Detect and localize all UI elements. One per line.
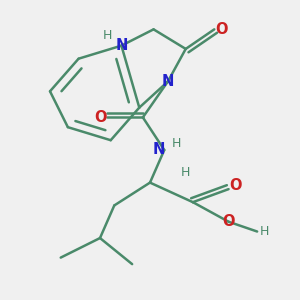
- Text: N: N: [153, 142, 165, 158]
- Text: N: N: [162, 74, 174, 89]
- Text: H: H: [103, 29, 112, 42]
- Text: H: H: [172, 137, 182, 150]
- Text: O: O: [94, 110, 106, 125]
- Text: O: O: [215, 22, 228, 37]
- Text: H: H: [260, 225, 269, 238]
- Text: O: O: [222, 214, 235, 229]
- Text: H: H: [181, 166, 190, 179]
- Text: N: N: [115, 38, 128, 53]
- Text: O: O: [230, 178, 242, 194]
